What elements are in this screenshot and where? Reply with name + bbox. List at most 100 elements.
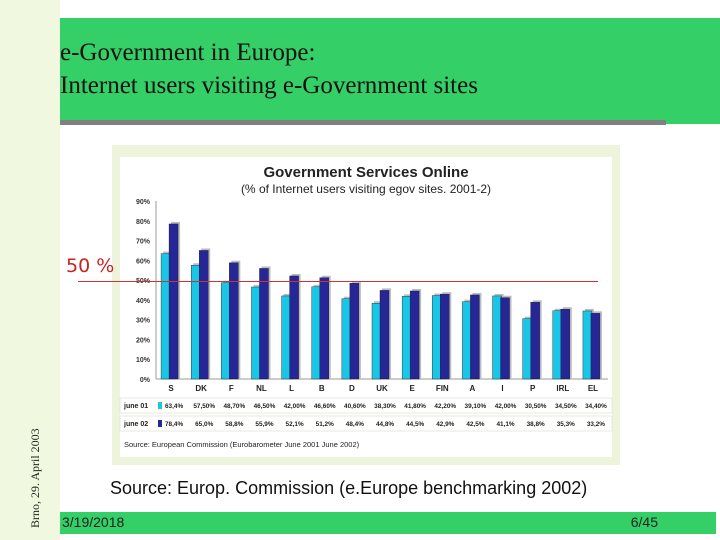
bar-june02-P: [530, 302, 540, 380]
x-tick-label: F: [229, 384, 234, 393]
left-sidebar: [0, 0, 60, 540]
bar-june02-IRL: [560, 308, 570, 380]
source-caption: Source: Europ. Commission (e.Europe benc…: [110, 478, 588, 498]
data-label: 65,0%: [195, 421, 213, 428]
x-tick-label: B: [319, 384, 325, 393]
x-tick-label: D: [349, 384, 355, 393]
y-tick-label: 80%: [136, 219, 151, 226]
vertical-event-text: Brno, 29. April 2003: [28, 428, 42, 528]
data-label: 40,60%: [344, 403, 366, 410]
bar-june02-B: [319, 277, 329, 380]
bar-june02-S: [168, 223, 179, 380]
data-label: 46,50%: [254, 403, 276, 410]
x-tick-label: I: [501, 384, 503, 393]
x-tick-label: S: [168, 384, 174, 393]
chart-subtitle: (% of Internet users visiting egov sites…: [241, 182, 491, 196]
data-label: 42,20%: [434, 403, 456, 410]
y-tick-label: 90%: [136, 199, 151, 206]
bar-june01-E: [401, 296, 412, 380]
chart-image: Government Services Online (% of Internet…: [112, 145, 620, 465]
legend-entry: june 02: [123, 421, 148, 428]
bar-june01-F: [221, 282, 231, 380]
data-row-june01: [119, 397, 613, 414]
data-label: 51,2%: [316, 421, 334, 428]
x-tick-label: P: [530, 384, 536, 393]
chart-source-note: Source: European Commission (Eurobaromet…: [124, 440, 360, 449]
bar-june01-NL: [251, 286, 261, 380]
title-line-1: e-Government in Europe:: [60, 39, 316, 66]
bar-june02-UK: [379, 290, 390, 380]
data-label: 42,00%: [284, 403, 306, 410]
bar-june01-A: [462, 301, 472, 380]
x-tick-label: NL: [256, 384, 267, 393]
data-label: 38,30%: [374, 403, 396, 410]
bar-june01-IRL: [552, 310, 562, 380]
footer-page-number: 6/45: [630, 514, 658, 530]
x-tick-label: FIN: [436, 384, 449, 393]
y-tick-label: 40%: [136, 298, 151, 305]
bar-june02-EL: [590, 313, 601, 380]
bar-june01-L: [281, 295, 291, 380]
title-band: [60, 18, 720, 124]
bar-june01-B: [311, 286, 321, 380]
legend-swatch: [158, 420, 162, 427]
bar-june01-FIN: [432, 295, 442, 380]
data-label: 42,9%: [436, 421, 454, 428]
title-line-2: Internet users visiting e-Government sit…: [60, 72, 478, 99]
data-label: 58,8%: [225, 421, 243, 428]
y-tick-label: 0%: [140, 377, 151, 384]
data-label: 42,00%: [495, 403, 517, 410]
x-tick-label: E: [409, 384, 415, 393]
data-label: 44,5%: [406, 421, 424, 428]
data-label: 57,50%: [193, 403, 215, 410]
data-label: 46,60%: [314, 403, 336, 410]
bar-june01-UK: [371, 303, 382, 380]
bar-june02-E: [409, 290, 420, 380]
data-label: 63,4%: [165, 403, 183, 410]
slide-title: e-Government in Europe: Internet users v…: [60, 36, 700, 102]
y-tick-label: 70%: [136, 239, 151, 246]
bar-june02-D: [349, 283, 360, 380]
bar-june02-DK: [198, 250, 209, 380]
data-row-june02: [119, 415, 613, 432]
bar-june02-A: [470, 294, 480, 380]
bar-june01-S: [160, 253, 171, 380]
bar-june01-I: [492, 295, 502, 380]
data-label: 34,50%: [555, 403, 577, 410]
bar-june01-EL: [582, 310, 593, 380]
data-label: 34,40%: [585, 403, 607, 410]
data-label: 30,50%: [525, 403, 547, 410]
data-label: 42,5%: [466, 421, 484, 428]
chart-title: Government Services Online: [263, 164, 468, 181]
data-label: 78,4%: [165, 421, 183, 428]
x-tick-label: A: [470, 384, 476, 393]
data-label: 55,9%: [255, 421, 273, 428]
x-tick-label: DK: [195, 384, 207, 393]
x-tick-label: IRL: [556, 384, 569, 393]
y-tick-label: 10%: [136, 357, 151, 364]
data-label: 33,2%: [587, 421, 605, 428]
footer-date: 3/19/2018: [62, 514, 125, 530]
bar-june02-I: [500, 297, 510, 380]
footer-bar: [60, 512, 716, 534]
data-label: 35,3%: [557, 421, 575, 428]
fifty-percent-line: [78, 281, 598, 282]
data-label: 41,1%: [496, 421, 514, 428]
bar-june02-NL: [259, 268, 269, 380]
legend-swatch: [158, 402, 162, 409]
data-label: 52,1%: [286, 421, 304, 428]
x-tick-label: EL: [588, 384, 598, 393]
data-label: 48,70%: [223, 403, 245, 410]
bar-june02-FIN: [440, 293, 450, 380]
bar-june02-F: [229, 262, 239, 380]
data-label: 41,80%: [404, 403, 426, 410]
data-label: 39,10%: [465, 403, 487, 410]
x-tick-label: UK: [376, 384, 388, 393]
y-tick-label: 60%: [136, 258, 151, 265]
bar-june01-D: [341, 298, 352, 380]
bar-june02-L: [289, 275, 299, 380]
data-label: 48,4%: [346, 421, 364, 428]
data-label: 38,8%: [527, 421, 545, 428]
y-tick-label: 30%: [136, 318, 151, 325]
bar-chart: Government Services Online(% of Internet…: [119, 157, 613, 457]
